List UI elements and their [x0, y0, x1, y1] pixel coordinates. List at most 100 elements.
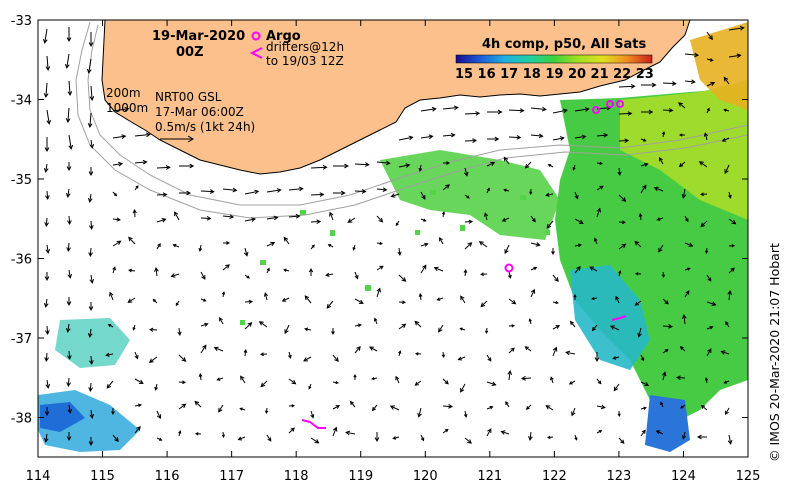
current-vector [615, 295, 620, 304]
current-vector [728, 244, 736, 248]
current-vector [589, 266, 598, 272]
current-vector [198, 373, 203, 381]
current-vector [508, 271, 512, 279]
current-vector [483, 212, 489, 221]
current-vector [552, 136, 565, 141]
current-vector [371, 404, 378, 412]
current-vector [371, 376, 378, 381]
current-vector [45, 379, 51, 389]
current-vector [420, 106, 437, 112]
current-vector [132, 324, 136, 331]
current-vector [618, 437, 625, 444]
current-vector [574, 243, 582, 248]
current-vector [706, 107, 710, 114]
current-vector [706, 58, 714, 62]
current-vector [154, 267, 159, 277]
current-vector [618, 84, 636, 89]
current-vector [442, 184, 450, 191]
current-vectors [42, 25, 745, 447]
current-vector [418, 293, 423, 301]
current-vector [89, 85, 95, 101]
argo-floats [504, 100, 624, 273]
current-vector [530, 242, 541, 247]
current-vector [574, 107, 590, 112]
current-vector [376, 215, 384, 223]
current-vector [659, 156, 664, 165]
current-vector [464, 111, 481, 116]
current-vector [200, 298, 207, 302]
current-vector [634, 272, 642, 276]
current-vector [617, 167, 622, 176]
current-vector [333, 163, 349, 169]
current-vector [66, 377, 71, 388]
current-vector [66, 297, 72, 307]
current-vector [376, 160, 391, 166]
current-vector [376, 287, 382, 298]
y-tick-label: -34 [11, 94, 32, 109]
current-vector [641, 109, 654, 115]
sst-patch-blue-se [645, 395, 690, 452]
current-vector [724, 164, 730, 175]
current-vector [310, 244, 315, 250]
current-vector [486, 354, 492, 362]
current-vector [304, 295, 312, 304]
current-vector [112, 266, 116, 274]
current-vector [478, 241, 488, 248]
current-vector [194, 432, 202, 436]
current-vector [213, 346, 224, 352]
drifter-track [301, 419, 326, 429]
current-vector [179, 190, 192, 196]
current-vector [170, 273, 180, 278]
current-vector [264, 407, 269, 414]
current-vector [700, 404, 708, 411]
current-vector [640, 406, 647, 410]
current-vector [463, 167, 469, 177]
y-axis: -33 -34 -35 -36 -37 -38 [11, 14, 748, 427]
current-vector [547, 164, 554, 168]
current-vector [618, 138, 630, 144]
current-vector [112, 106, 130, 112]
current-vector [88, 382, 93, 393]
current-vector [680, 404, 686, 409]
current-vector [728, 267, 735, 274]
current-vector [109, 291, 114, 301]
current-vector [634, 300, 642, 306]
current-vector [486, 428, 492, 437]
current-vector [395, 220, 400, 227]
current-vector [325, 272, 334, 277]
current-vector [174, 211, 180, 221]
current-vector [352, 244, 356, 251]
current-vector [43, 433, 49, 443]
x-tick-label: 122 [542, 469, 567, 484]
current-vector [634, 240, 642, 248]
current-vector [266, 434, 272, 442]
current-vector [436, 297, 444, 301]
argo-float-marker [606, 100, 614, 108]
current-vector [725, 407, 730, 416]
current-vector [87, 328, 93, 338]
current-vector [88, 32, 94, 48]
current-vector [178, 430, 182, 437]
current-vector [326, 300, 334, 309]
current-vector [661, 271, 666, 278]
current-vector [723, 108, 730, 112]
current-vector [678, 133, 685, 137]
current-vector [88, 247, 93, 258]
current-vector [417, 407, 422, 418]
current-vector [655, 430, 664, 435]
current-vector [44, 137, 50, 153]
current-vector [508, 108, 525, 113]
sst-patch-w [55, 318, 130, 368]
current-vector [524, 161, 532, 169]
current-vector [530, 133, 544, 139]
current-vector [303, 356, 312, 362]
current-vector [727, 434, 733, 445]
current-vector [552, 300, 559, 305]
current-vector [681, 188, 687, 199]
current-vector [244, 189, 260, 195]
plot-frame [37, 19, 749, 458]
current-vector [706, 325, 714, 330]
current-vector [44, 272, 50, 282]
current-vector [200, 344, 207, 354]
current-vector [66, 162, 72, 172]
